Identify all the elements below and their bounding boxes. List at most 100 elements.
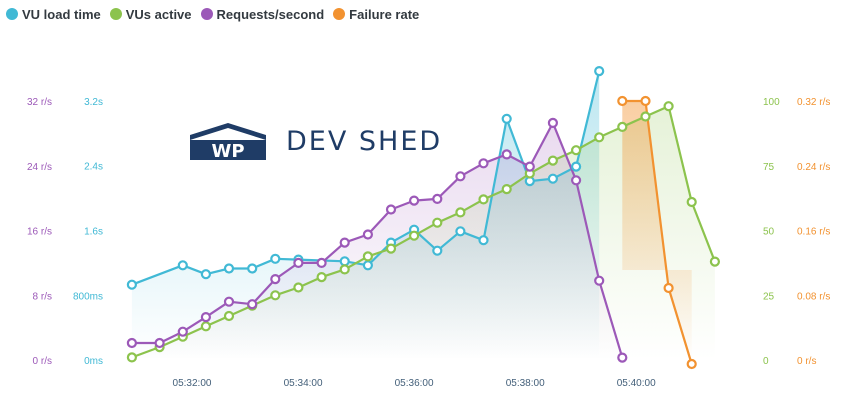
requests-second-point bbox=[617, 352, 628, 363]
load-time-axis-tick-label: 3.2s bbox=[84, 97, 103, 108]
vus-active-point bbox=[663, 101, 674, 112]
requests-axis-tick-label: 32 r/s bbox=[27, 97, 52, 108]
requests-second-point bbox=[200, 312, 211, 323]
load-time-axis-tick-label: 0ms bbox=[84, 356, 103, 367]
vu-load-time-point bbox=[478, 235, 489, 246]
requests-second-point bbox=[362, 229, 373, 240]
vu-load-time-legend-dot bbox=[6, 8, 18, 20]
logo-text: DEV SHED bbox=[286, 125, 443, 157]
requests-second-point bbox=[524, 161, 535, 172]
vus-active-point bbox=[270, 290, 281, 301]
wp-logo-icon: WP bbox=[190, 123, 266, 161]
requests-second-point bbox=[432, 193, 443, 204]
vus-active-point bbox=[200, 321, 211, 332]
requests-second-point bbox=[126, 337, 137, 349]
chart-legend: VU load time VUs active Requests/second … bbox=[6, 4, 428, 24]
requests-second-point bbox=[316, 257, 327, 268]
vus-axis-tick-label: 25 bbox=[763, 291, 775, 302]
failure-rate-point bbox=[617, 95, 628, 107]
vus-active-point bbox=[432, 217, 443, 228]
requests-second-point bbox=[270, 274, 281, 285]
requests-second-point bbox=[409, 195, 420, 206]
legend-label-requests-second: Requests/second bbox=[216, 6, 325, 22]
vus-active-point bbox=[547, 155, 559, 166]
failure-axis-tick-label: 0.16 r/s bbox=[797, 227, 830, 238]
failure-axis-tick-label: 0.08 r/s bbox=[797, 291, 830, 302]
vus-active-point bbox=[501, 184, 512, 195]
failure-rate-point bbox=[663, 282, 674, 294]
vu-load-time-point bbox=[126, 279, 137, 290]
requests-second-point bbox=[154, 337, 165, 349]
vu-load-time-point bbox=[432, 245, 443, 256]
vu-load-time-point bbox=[247, 263, 258, 274]
requests-second-point bbox=[594, 275, 605, 286]
logo-mark: WP bbox=[211, 141, 244, 161]
vu-load-time-point bbox=[339, 256, 350, 267]
requests-axis-tick-label: 16 r/s bbox=[27, 227, 52, 238]
requests-second-point bbox=[570, 175, 582, 186]
x-axis-tick-label: 05:36:00 bbox=[395, 378, 434, 389]
requests-second-point bbox=[247, 299, 258, 310]
failure-rate-area bbox=[622, 101, 692, 364]
vus-active-point bbox=[478, 194, 489, 205]
vus-active-point bbox=[455, 207, 466, 218]
axis-ticks: 0 r/s 8 r/s 16 r/s 24 r/s 32 r/s 0ms 800ms 1.6s… bbox=[27, 97, 830, 389]
legend-label-vu-load-time: VU load time bbox=[22, 6, 101, 22]
legend-item-vus-active[interactable]: VUs active bbox=[109, 6, 192, 22]
vu-load-time-point bbox=[177, 260, 188, 271]
legend-label-failure-rate: Failure rate bbox=[349, 6, 420, 22]
requests-second-point bbox=[455, 171, 466, 182]
dev-shed-logo: WP DEV SHED bbox=[188, 121, 442, 161]
x-axis-tick-label: 05:40:00 bbox=[617, 378, 656, 389]
vus-axis-tick-label: 50 bbox=[763, 227, 775, 238]
load-time-axis-tick-label: 2.4s bbox=[84, 162, 103, 173]
requests-second-point bbox=[385, 204, 397, 215]
vu-load-time-point bbox=[455, 226, 466, 237]
vus-active-point bbox=[362, 251, 373, 262]
load-time-axis-tick-label: 800ms bbox=[73, 291, 103, 302]
vus-active-point bbox=[594, 132, 605, 143]
load-time-axis-tick-label: 1.6s bbox=[84, 227, 103, 238]
vus-axis-tick-label: 75 bbox=[763, 162, 775, 173]
requests-second-point bbox=[501, 149, 512, 160]
vus-active-point bbox=[570, 145, 582, 156]
requests-second-line bbox=[131, 121, 624, 358]
vus-active-point bbox=[223, 310, 235, 322]
x-axis-tick-label: 05:32:00 bbox=[173, 378, 212, 389]
failure-rate-line bbox=[622, 99, 693, 365]
vus-active-point bbox=[339, 264, 350, 275]
vus-active-point bbox=[617, 121, 628, 133]
vus-active-legend-dot bbox=[109, 8, 122, 20]
vus-active-point bbox=[316, 272, 327, 283]
failure-axis-tick-label: 0.24 r/s bbox=[797, 162, 830, 173]
vu-load-time-point bbox=[362, 260, 373, 271]
requests-second-point bbox=[177, 326, 188, 337]
vus-axis-tick-label: 0 bbox=[763, 356, 769, 367]
legend-item-vu-load-time[interactable]: VU load time bbox=[6, 7, 101, 22]
vu-load-time-point bbox=[223, 263, 235, 274]
legend-label-vus-active: VUs active bbox=[125, 6, 192, 22]
vus-active-point bbox=[293, 282, 304, 293]
requests-axis-tick-label: 24 r/s bbox=[27, 162, 52, 173]
vus-active-point bbox=[409, 230, 420, 241]
requests-second-area bbox=[131, 122, 623, 361]
failure-rate-legend-dot bbox=[333, 8, 346, 20]
x-axis-tick-label: 05:38:00 bbox=[506, 378, 545, 389]
legend-item-requests-second[interactable]: Requests/second bbox=[200, 6, 325, 22]
vu-load-time-point bbox=[501, 113, 512, 124]
vus-active-point bbox=[686, 196, 697, 208]
vus-active-point bbox=[640, 111, 651, 122]
requests-axis-tick-label: 8 r/s bbox=[33, 291, 52, 302]
requests-axis-tick-label: 0 r/s bbox=[33, 356, 52, 367]
legend-item-failure-rate[interactable]: Failure rate bbox=[333, 7, 419, 22]
x-axis-tick-label: 05:34:00 bbox=[284, 378, 323, 389]
vu-load-time-point bbox=[547, 173, 559, 184]
vu-load-time-point bbox=[270, 253, 281, 264]
failure-rate-point bbox=[686, 358, 697, 370]
failure-axis-tick-label: 0 r/s bbox=[797, 356, 816, 367]
vu-load-time-point bbox=[200, 269, 211, 280]
failure-axis-tick-label: 0.32 r/s bbox=[797, 97, 830, 108]
requests-second-point bbox=[478, 158, 489, 169]
vus-axis-tick-label: 100 bbox=[763, 97, 780, 108]
